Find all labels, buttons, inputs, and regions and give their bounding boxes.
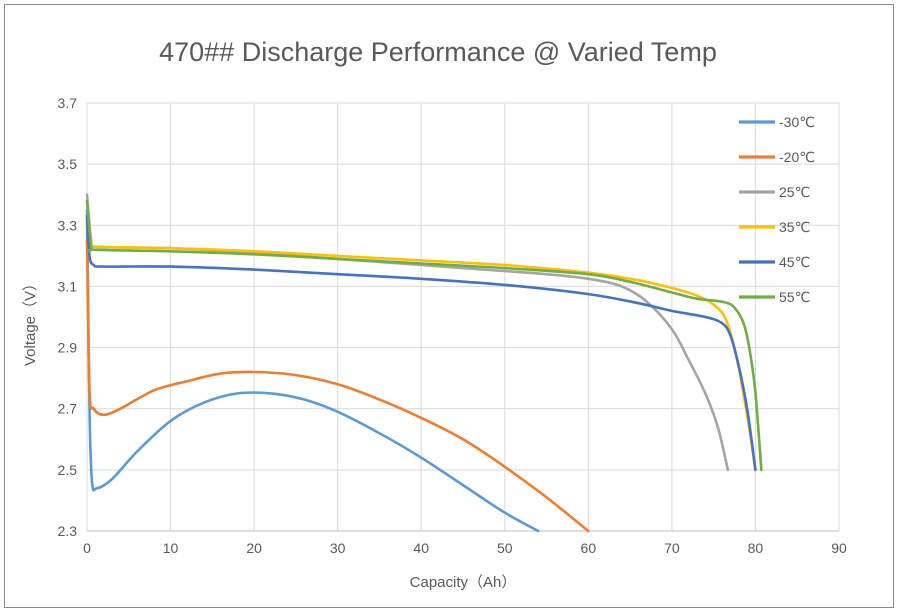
chart-svg: 470## Discharge Performance @ Varied Tem… [22,37,847,591]
legend-label: 25℃ [779,184,810,200]
x-tick-label: 10 [163,540,179,556]
chart-title: 470## Discharge Performance @ Varied Tem… [159,37,717,67]
y-axis-label: Voltage（V） [22,276,39,366]
legend-label: -30℃ [779,114,815,130]
x-axis-label: Capacity（Ah） [410,574,517,591]
y-tick-label: 3.1 [58,278,78,294]
x-tick-label: 50 [497,540,513,556]
x-tick-label: 70 [664,540,680,556]
chart-frame: 470## Discharge Performance @ Varied Tem… [4,4,894,608]
series-line [85,193,730,472]
y-tick-label: 2.3 [58,523,78,539]
y-tick-label: 2.9 [58,340,78,356]
legend-label: 45℃ [779,254,810,270]
y-tick-labels: 2.3 2.5 2.7 2.9 3.1 3.3 3.5 3.7 [58,95,78,539]
series-line [85,199,763,472]
legend-label: 35℃ [779,219,810,235]
x-tick-label: 60 [581,540,597,556]
x-tick-label: 0 [83,540,91,556]
series-line [85,199,757,472]
legend-label: 55℃ [779,289,810,305]
x-tick-label: 80 [748,540,764,556]
legend-label: -20℃ [779,149,815,165]
data-series [85,193,763,533]
y-tick-label: 3.7 [58,95,78,111]
series-line [85,239,590,533]
x-tick-label: 30 [330,540,346,556]
y-tick-label: 2.7 [58,401,78,417]
y-tick-label: 3.3 [58,217,78,233]
y-tick-label: 3.5 [58,156,78,172]
x-tick-label: 90 [831,540,847,556]
chart-legend: -30℃ -20℃ 25℃ 35℃ 45℃ 55℃ [739,114,815,305]
y-tick-label: 2.5 [58,462,78,478]
x-tick-labels: 0 10 20 30 40 50 60 70 80 90 [83,540,847,556]
x-tick-label: 20 [246,540,262,556]
series-line [85,214,757,472]
chart-grid [87,102,840,531]
x-tick-label: 40 [413,540,429,556]
series-line [85,208,540,533]
